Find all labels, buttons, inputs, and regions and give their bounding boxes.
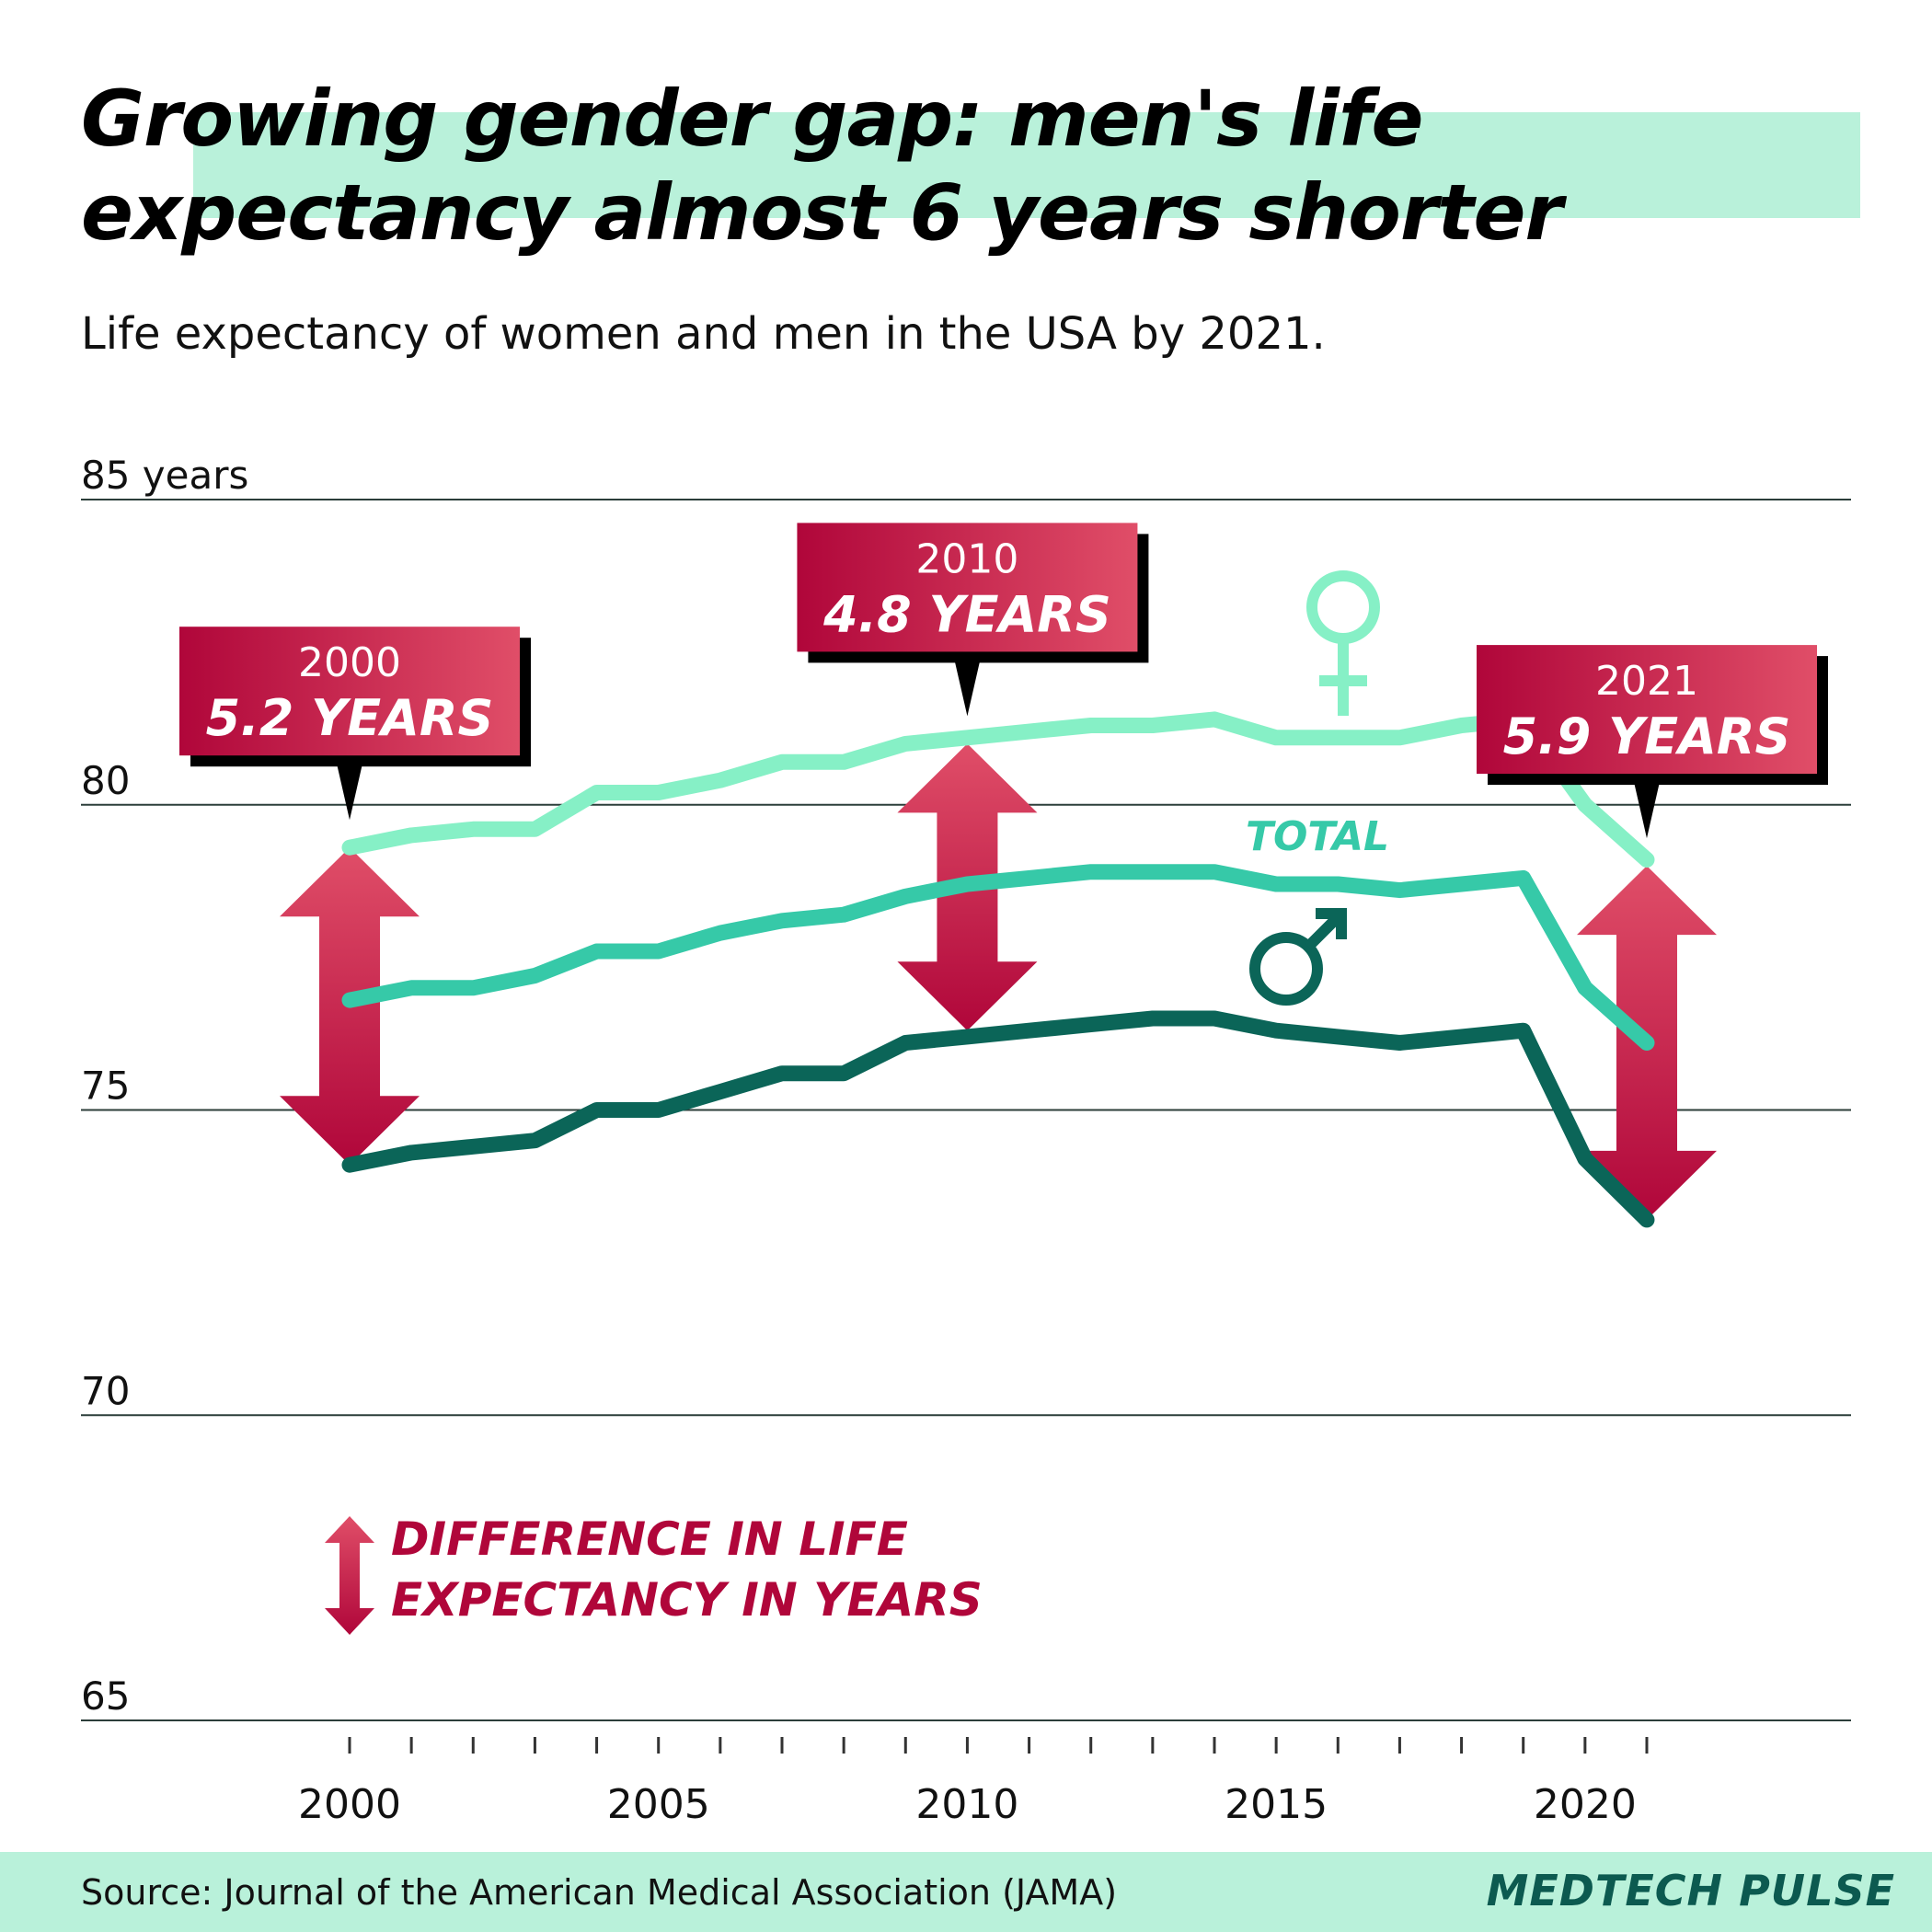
- x-tick-label-2000: 2000: [298, 1781, 401, 1828]
- callout-value-2010: 4.8 YEARS: [822, 585, 1111, 643]
- page-title: Growing gender gap: men's life expectanc…: [81, 74, 1563, 258]
- callout-box-2010: [797, 523, 1138, 652]
- y-tick-label-80: 80: [81, 758, 130, 803]
- x-tick-label-2020: 2020: [1534, 1781, 1637, 1828]
- y-tick-label-85: 85 years: [81, 453, 248, 498]
- callout-value-2021: 5.9 YEARS: [1503, 707, 1791, 765]
- series-line-women: [341, 711, 1655, 868]
- callout-year-2000: 2000: [298, 639, 401, 686]
- source-note: Source: Journal of the American Medical …: [81, 1872, 1118, 1913]
- footer: Source: Journal of the American Medical …: [0, 1852, 1932, 1932]
- series-label-total: TOTAL: [1246, 813, 1389, 860]
- callout-box-2021: [1477, 645, 1817, 775]
- callout-box-2000: [179, 627, 520, 756]
- x-axis: 2000 2005 2010 2015 2020: [298, 1737, 1649, 1828]
- female-symbol-icon: [1306, 570, 1380, 716]
- male-symbol-icon: [1249, 908, 1347, 1006]
- legend-label-line1: DIFFERENCE IN LIFE: [391, 1512, 908, 1566]
- y-tick-label-70: 70: [81, 1368, 130, 1413]
- legend-arrow-icon: [325, 1516, 374, 1635]
- series-line-total: [341, 864, 1655, 1051]
- series-line-men: [341, 1010, 1655, 1228]
- x-tick-label-2015: 2015: [1225, 1781, 1328, 1828]
- series-lines: [341, 711, 1655, 1228]
- callout-value-2000: 5.2 YEARS: [206, 689, 494, 747]
- legend-label-line2: EXPECTANCY IN YEARS: [391, 1573, 983, 1627]
- page-subtitle: Life expectancy of women and men in the …: [81, 308, 1326, 360]
- x-tick-label-2005: 2005: [607, 1781, 710, 1828]
- series-labels: TOTAL: [1246, 570, 1389, 1006]
- headline-highlight-band: [193, 112, 1860, 218]
- y-axis-labels: 85 years 80 75 70 65: [81, 453, 248, 1719]
- callout-year-2010: 2010: [915, 535, 1018, 582]
- legend: DIFFERENCE IN LIFE EXPECTANCY IN YEARS: [325, 1512, 983, 1635]
- y-tick-label-65: 65: [81, 1673, 130, 1719]
- callout-year-2021: 2021: [1595, 658, 1698, 705]
- y-tick-label-75: 75: [81, 1064, 130, 1109]
- brand-logo: MEDTECH PULSE: [1486, 1866, 1895, 1915]
- life-expectancy-chart: 85 years 80 75 70 65 2000 2005 2010 2015 2020 TO…: [81, 453, 1851, 1828]
- x-tick-label-2010: 2010: [915, 1781, 1018, 1828]
